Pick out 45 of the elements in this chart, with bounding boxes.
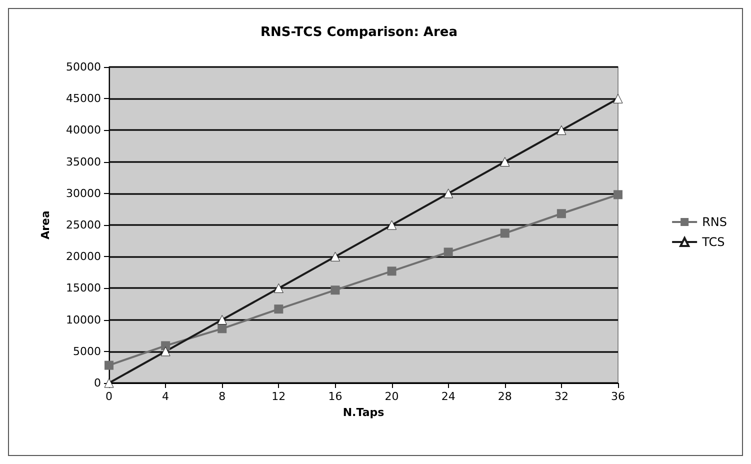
legend-label: TCS	[701, 235, 725, 249]
point	[614, 190, 622, 200]
y-tick-label: 5000	[73, 344, 101, 358]
y-tick-label: 25000	[66, 218, 101, 232]
point	[500, 157, 510, 167]
point	[160, 346, 170, 356]
y-tick-label: 40000	[66, 124, 101, 137]
y-tick-label: 10000	[66, 313, 101, 326]
y-tick-label: 45000	[66, 92, 101, 106]
legend-label: RNS	[702, 215, 728, 229]
point	[330, 286, 340, 295]
point	[444, 188, 454, 198]
x-tick-label: 20	[384, 390, 399, 403]
x-tick-label: 32	[554, 390, 568, 403]
x-tick-label: 36	[611, 390, 625, 403]
point	[387, 266, 396, 276]
y-axis-title: Area	[39, 210, 52, 240]
y-tick-label: 35000	[66, 155, 101, 168]
x-tick-label: 24	[441, 390, 456, 403]
x-tick-label: 16	[328, 390, 342, 403]
point	[556, 209, 566, 218]
point	[387, 220, 397, 230]
point	[274, 283, 284, 293]
point	[218, 324, 227, 334]
point	[217, 315, 227, 325]
x-tick-label: 8	[218, 390, 226, 403]
y-tick-label: 20000	[66, 250, 101, 264]
y-tick-label: 50000	[66, 60, 101, 74]
point	[104, 360, 114, 370]
point	[500, 228, 510, 238]
point	[613, 94, 623, 104]
y-tick-label: 0	[94, 376, 101, 390]
point	[444, 248, 453, 257]
point	[556, 125, 566, 135]
x-tick-label: 4	[162, 390, 170, 403]
x-tick-label: 0	[106, 390, 112, 403]
point	[330, 252, 340, 262]
chart-title: RNS-TCS Comparison: Area	[260, 25, 458, 40]
point	[161, 341, 170, 350]
x-tick-label: 12	[272, 390, 286, 403]
point	[274, 304, 284, 314]
y-tick-label: 30000	[66, 186, 101, 200]
x-axis-title: N.Taps	[342, 406, 385, 419]
x-tick-label: 28	[498, 390, 512, 403]
y-tick-label: 15000	[66, 282, 101, 295]
